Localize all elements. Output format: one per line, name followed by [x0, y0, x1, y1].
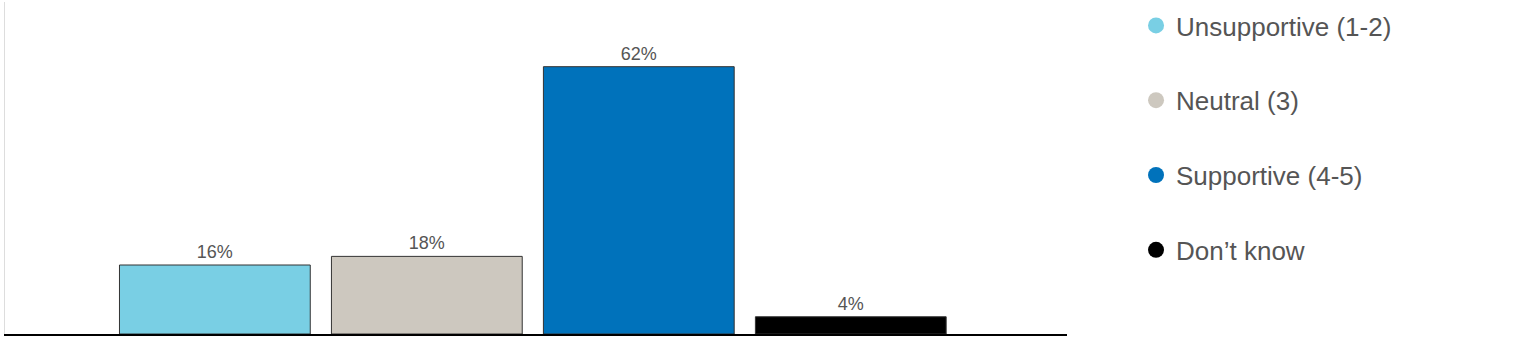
- svg-text:4%: 4%: [838, 294, 864, 314]
- svg-text:16%: 16%: [197, 242, 233, 262]
- svg-text:Unsupportive (1-2): Unsupportive (1-2): [1176, 12, 1391, 42]
- svg-text:Neutral (3): Neutral (3): [1176, 86, 1299, 116]
- svg-text:18%: 18%: [409, 233, 445, 253]
- svg-text:Don’t know: Don’t know: [1176, 236, 1305, 266]
- svg-text:Supportive (4-5): Supportive (4-5): [1176, 161, 1362, 191]
- svg-text:62%: 62%: [621, 44, 657, 64]
